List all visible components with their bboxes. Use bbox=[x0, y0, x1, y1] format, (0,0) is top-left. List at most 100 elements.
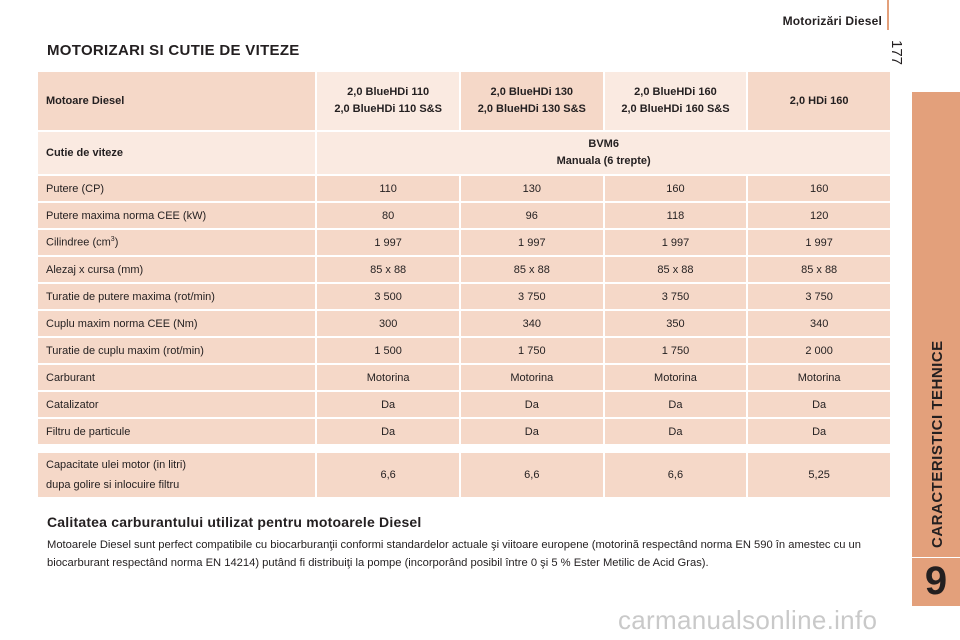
cell-value: 85 x 88 bbox=[317, 257, 459, 282]
unit-superscript: 3 bbox=[110, 236, 115, 244]
engine-name: 2,0 BlueHDi 110 S&S bbox=[334, 103, 442, 115]
engine-name: 2,0 HDi 160 bbox=[789, 94, 849, 107]
cell-value: Motorina bbox=[317, 365, 459, 390]
cell-value: 1 997 bbox=[317, 230, 459, 255]
row-label-text: Putere (CP) bbox=[46, 182, 105, 195]
cell-value: 1 997 bbox=[748, 230, 890, 255]
gearbox-value: BVM6 Manuala (6 trepte) bbox=[317, 132, 890, 174]
table-row: Putere (CP) 110 130 160 160 bbox=[38, 176, 890, 201]
engine-column-header: 2,0 BlueHDi 130 2,0 BlueHDi 130 S&S bbox=[460, 72, 603, 130]
gearbox-row: Cutie de viteze BVM6 Manuala (6 trepte) bbox=[38, 132, 890, 174]
engine-name: 2,0 BlueHDi 160 S&S bbox=[621, 103, 730, 115]
cell-value: 3 750 bbox=[748, 284, 890, 309]
oil-value: 6,6 bbox=[317, 453, 459, 497]
row-label-text: Cuplu maxim norma CEE (Nm) bbox=[46, 317, 198, 330]
cell-value: 110 bbox=[317, 176, 459, 201]
cell-value: 1 750 bbox=[460, 338, 603, 363]
row-label: Cilindree (cm3) bbox=[38, 230, 316, 255]
oil-value: 5,25 bbox=[748, 453, 890, 497]
row-label-text: Filtru de particule bbox=[46, 425, 131, 438]
row-label: Alezaj x cursa (mm) bbox=[38, 257, 316, 282]
table-row: Putere maxima norma CEE (kW) 80 96 118 120 bbox=[38, 203, 890, 228]
row-label: Turatie de cuplu maxim (rot/min) bbox=[38, 338, 316, 363]
cell-value: 96 bbox=[460, 203, 603, 228]
cell-value: Motorina bbox=[748, 365, 890, 390]
cell-value: 80 bbox=[317, 203, 459, 228]
gearbox-label: Cutie de viteze bbox=[38, 132, 316, 174]
engine-column-header: 2,0 BlueHDi 160 2,0 BlueHDi 160 S&S bbox=[604, 72, 747, 130]
cell-value: 85 x 88 bbox=[604, 257, 747, 282]
fuel-quality-text: Motoarele Diesel sunt perfect compatibil… bbox=[47, 539, 862, 569]
cell-value: 340 bbox=[748, 311, 890, 336]
cell-value: 118 bbox=[604, 203, 747, 228]
cell-value: 1 997 bbox=[604, 230, 747, 255]
row-label-text: Turatie de putere maxima (rot/min) bbox=[46, 290, 215, 303]
row-label-text: Alezaj x cursa (mm) bbox=[46, 263, 144, 276]
cell-value: Da bbox=[604, 419, 747, 444]
row-label-text: Putere maxima norma CEE (kW) bbox=[46, 209, 207, 222]
gearbox-description: Manuala (6 trepte) bbox=[556, 155, 651, 167]
cell-value: 120 bbox=[748, 203, 890, 228]
engine-column-header: 2,0 BlueHDi 110 2,0 BlueHDi 110 S&S bbox=[317, 72, 459, 130]
cell-value: 3 500 bbox=[317, 284, 459, 309]
cell-value: 1 500 bbox=[317, 338, 459, 363]
table-row: Carburant Motorina Motorina Motorina Motorin… bbox=[38, 365, 890, 390]
engine-name: 2,0 BlueHDi 110 bbox=[347, 86, 430, 98]
cell-value: Motorina bbox=[604, 365, 747, 390]
row-label-text: Turatie de cuplu maxim (rot/min) bbox=[46, 344, 204, 357]
cell-value: 3 750 bbox=[460, 284, 603, 309]
row-label: Catalizator bbox=[38, 392, 316, 417]
row-label-suffix: ) bbox=[114, 236, 119, 249]
oil-label-line: dupa golire si inlocuire filtru bbox=[46, 479, 180, 491]
cell-value: Motorina bbox=[460, 365, 603, 390]
cell-value: 130 bbox=[460, 176, 603, 201]
chapter-side-tab bbox=[912, 92, 960, 606]
header-divider bbox=[887, 0, 889, 30]
table-row: Turatie de putere maxima (rot/min) 3 500 3… bbox=[38, 284, 890, 309]
cell-value: 2 000 bbox=[748, 338, 890, 363]
cell-value: Da bbox=[748, 419, 890, 444]
cell-value: 1 750 bbox=[604, 338, 747, 363]
oil-label-line: Capacitate ulei motor (in litri) bbox=[46, 459, 186, 471]
chapter-tab-divider bbox=[912, 557, 960, 558]
row-label: Cuplu maxim norma CEE (Nm) bbox=[38, 311, 316, 336]
cell-value: Da bbox=[604, 392, 747, 417]
row-label: Turatie de putere maxima (rot/min) bbox=[38, 284, 316, 309]
cell-value: Da bbox=[460, 392, 603, 417]
row-label-text: Catalizator bbox=[46, 398, 99, 411]
chapter-number: 9 bbox=[924, 559, 948, 603]
table-row: Turatie de cuplu maxim (rot/min) 1 500 1 7… bbox=[38, 338, 890, 363]
engine-column-header: 2,0 HDi 160 bbox=[748, 72, 890, 130]
table-row: Filtru de particule Da Da Da Da bbox=[38, 419, 890, 444]
oil-capacity-label: Capacitate ulei motor (in litri) dupa go… bbox=[38, 453, 316, 497]
cell-value: 1 997 bbox=[460, 230, 603, 255]
engine-name: 2,0 BlueHDi 130 S&S bbox=[477, 103, 586, 115]
row-label: Filtru de particule bbox=[38, 419, 316, 444]
oil-value: 6,6 bbox=[604, 453, 747, 497]
page-number: 177 bbox=[888, 40, 905, 66]
engine-name: 2,0 BlueHDi 130 bbox=[490, 86, 574, 98]
oil-capacity-row: Capacitate ulei motor (in litri) dupa go… bbox=[38, 453, 890, 497]
cell-value: 340 bbox=[460, 311, 603, 336]
cell-value: 350 bbox=[604, 311, 747, 336]
cell-value: 160 bbox=[604, 176, 747, 201]
chapter-tab-label: CARACTERISTICI TEHNICE bbox=[929, 340, 946, 548]
row-label: Putere (CP) bbox=[38, 176, 316, 201]
engine-spec-table: Motoare Diesel 2,0 BlueHDi 110 2,0 BlueH… bbox=[36, 70, 892, 499]
engine-name: 2,0 BlueHDi 160 bbox=[634, 86, 717, 98]
cell-value: 3 750 bbox=[604, 284, 747, 309]
row-label: Putere maxima norma CEE (kW) bbox=[38, 203, 316, 228]
oil-value: 6,6 bbox=[460, 453, 603, 497]
cell-value: 160 bbox=[748, 176, 890, 201]
table-row: Catalizator Da Da Da Da bbox=[38, 392, 890, 417]
cell-value: Da bbox=[317, 419, 459, 444]
cell-value: 300 bbox=[317, 311, 459, 336]
table-gap bbox=[38, 446, 890, 451]
running-header-title: Motorizări Diesel bbox=[782, 14, 882, 28]
table-row: Alezaj x cursa (mm) 85 x 88 85 x 88 85 x 88… bbox=[38, 257, 890, 282]
engines-header-label: Motoare Diesel bbox=[38, 72, 316, 130]
section-title: MOTORIZARI SI CUTIE DE VITEZE bbox=[47, 42, 300, 59]
cell-value: Da bbox=[460, 419, 603, 444]
watermark: carmanualsonline.info bbox=[618, 605, 878, 635]
row-label: Carburant bbox=[38, 365, 316, 390]
